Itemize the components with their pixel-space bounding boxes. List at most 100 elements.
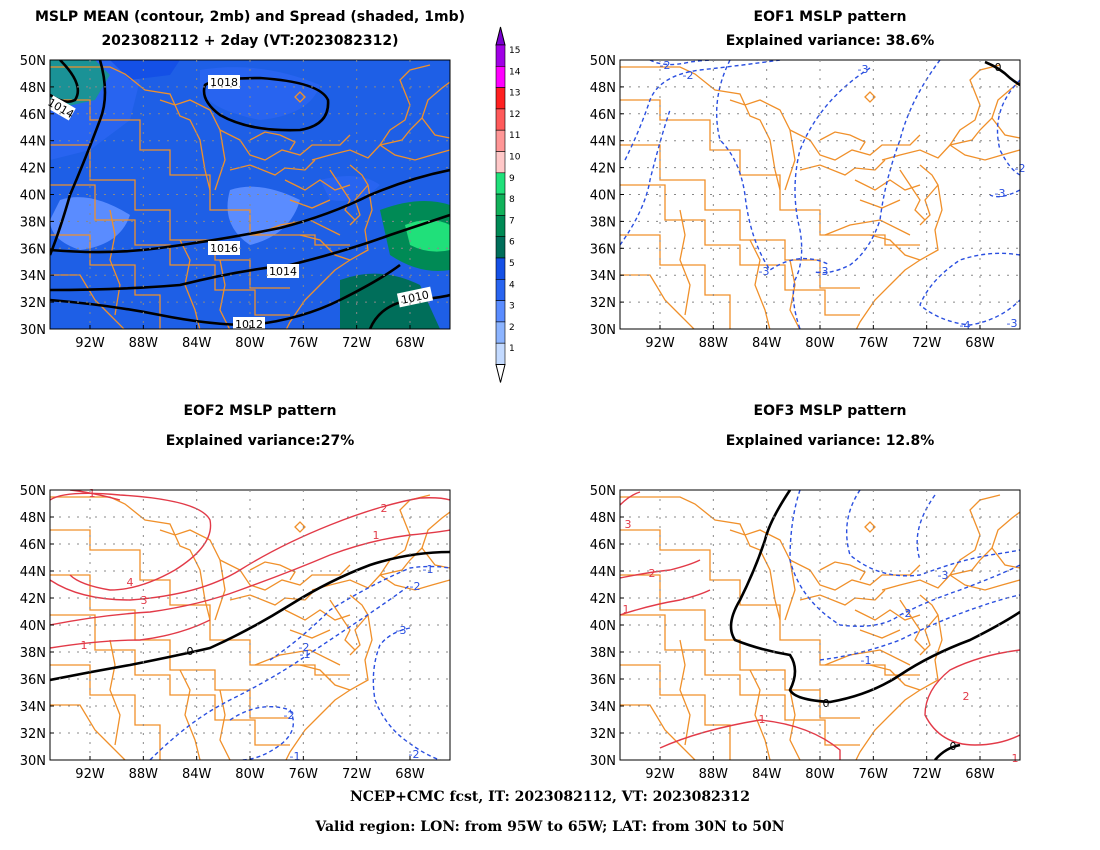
lon-tick-label: 84W [752,767,782,782]
lat-tick-label: 38N [20,646,46,661]
lat-tick-label: 44N [590,135,616,150]
colorbar-label: 14 [509,67,521,77]
contour-label: 0 [950,740,957,753]
lon-tick-label: 80W [235,767,265,782]
lat-tick-label: 32N [590,296,616,311]
eof1-contours-zero [984,60,1020,87]
contour-label: -2 [284,709,295,722]
contour-label: -1 [423,563,434,576]
panel-mean-title-line1: MSLP MEAN (contour, 2mb) and Spread (sha… [35,9,465,25]
lon-tick-label: 92W [75,336,105,351]
lon-tick-label: 88W [129,767,159,782]
spread-colorbar: 15 14 13 12 11 10 9 8 7 6 5 4 3 2 1 [495,26,521,383]
colorbar-label: 4 [509,280,515,290]
lat-tick-label: 32N [590,727,616,742]
eof2-contours-negative [149,565,450,760]
lon-tick-label: 92W [75,767,105,782]
lat-tick-label: 34N [590,269,616,284]
colorbar-label: 6 [509,238,515,248]
eof2-contour-labels: 1 4 3 2 1 -1 -2 -3 0 -1 -2 -2 1 -2 -1 [81,487,434,763]
colorbar-label: 13 [509,89,520,99]
colorbar-label: 2 [509,323,515,333]
lon-tick-label: 80W [805,336,835,351]
lat-tick-label: 46N [590,108,616,123]
contour-label: 1 [81,639,88,652]
contour-label: 1012 [235,318,263,331]
coastline-map [620,64,1020,329]
contour-label: -1 [300,648,311,661]
lat-tick-label: 36N [20,242,46,257]
lon-tick-label: 80W [805,767,835,782]
lon-tick-label: 76W [289,336,319,351]
contour-label: 1014 [269,265,297,278]
contour-label: -3 [995,187,1006,200]
eof2-contours-zero [50,550,450,682]
contour-label: 3 [625,518,632,531]
colorbar-swatch [495,66,506,88]
lat-tick-label: 50N [590,54,616,69]
contour-label: -3 [858,63,869,76]
contour-label: -2 [409,748,420,761]
colorbar-swatch [495,257,506,280]
contour-label: 1 [89,487,96,500]
lat-tick-label: 40N [590,189,616,204]
lat-tick-label: 34N [590,700,616,715]
lat-tick-label: 38N [590,215,616,230]
lat-tick-label: 36N [590,242,616,257]
contour-label: -2 [660,59,671,72]
contour-label: 1 [373,529,380,542]
contour-label: 0 [995,61,1002,74]
colorbar-swatch [495,236,506,259]
lat-tick-label: 50N [20,54,46,69]
lon-tick-label: 84W [182,336,212,351]
lon-tick-label: 68W [395,336,425,351]
contour-label: 4 [127,576,134,589]
colorbar-swatch [495,151,506,174]
lat-tick-label: 42N [590,162,616,177]
colorbar-label: 11 [509,131,520,141]
colorbar-label: 8 [509,195,515,205]
panel-eof3-title-line2: Explained variance: 12.8% [725,433,935,449]
lat-tick-label: 44N [20,565,46,580]
colorbar-label: 1 [509,344,515,354]
footer-line2: Valid region: LON: from 95W to 65W; LAT:… [315,819,785,835]
lon-tick-label: 72W [342,336,372,351]
lat-tick-label: 36N [20,673,46,688]
lon-tick-label: 92W [645,336,675,351]
lat-tick-label: 46N [20,538,46,553]
contour-label: 3 [141,594,148,607]
lat-tick-label: 46N [590,538,616,553]
colorbar-swatch [495,44,506,67]
contour-label: 1 [1012,752,1019,765]
lon-tick-label: 76W [289,767,319,782]
colorbar-label: 7 [509,216,515,226]
panel-eof2-title-line1: EOF2 MSLP pattern [183,403,337,419]
contour-label: -2 [901,607,912,620]
contour-label: -3 [938,569,949,582]
lat-tick-label: 50N [20,484,46,499]
colorbar-swatch [495,278,506,301]
eof1-contours-negative [620,60,1020,329]
panel-eof3: 3 2 1 -3 -2 -1 0 0 2 1 1 [619,489,1021,765]
eof3-contours-positive [620,491,1020,760]
colorbar-swatch [495,300,506,323]
lon-tick-label: 88W [129,336,159,351]
lat-tick-label: 30N [590,323,616,338]
eof2-contours-positive [50,490,450,649]
lat-tick-label: 30N [590,754,616,769]
lat-tick-label: 48N [20,511,46,526]
contour-label: -3 [818,265,829,278]
panel-mean-title-line2: 2023082112 + 2day (VT:2023082312) [101,33,399,49]
contour-label: -3 [396,624,407,637]
lat-tick-label: 42N [20,592,46,607]
eof3-contour-labels: 3 2 1 -3 -2 -1 0 0 2 1 1 [623,518,1019,765]
contour-label: 2 [381,502,388,515]
lat-tick-label: 40N [590,619,616,634]
lon-tick-label: 84W [752,336,782,351]
lat-tick-label: 48N [590,511,616,526]
contour-label: -1 [290,750,301,763]
colorbar-label: 3 [509,302,515,312]
lat-tick-label: 44N [20,135,46,150]
colorbar-label: 12 [509,110,520,120]
